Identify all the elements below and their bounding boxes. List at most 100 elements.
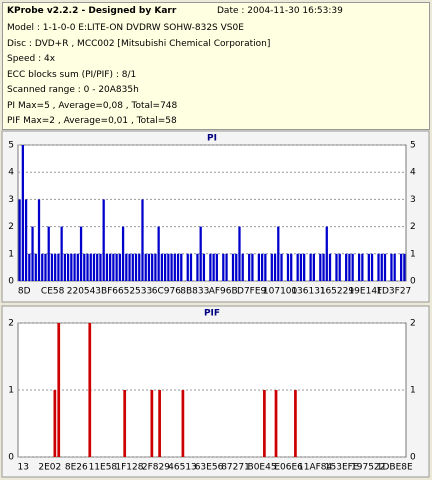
- bar: [322, 253, 325, 281]
- plot-area: [17, 144, 407, 282]
- x-tick-label: AF96B: [209, 287, 238, 297]
- bar: [238, 226, 241, 281]
- bar: [348, 253, 351, 281]
- x-tick-label: 3BF66: [95, 287, 124, 297]
- bar: [181, 390, 185, 457]
- bar: [105, 253, 109, 281]
- info-line: ECC blocks sum (PI/PIF) : 8/1: [7, 69, 137, 80]
- bar: [257, 253, 261, 281]
- bar: [121, 226, 125, 281]
- y2-tick-label: 1: [410, 249, 416, 259]
- y2-tick-label: 3: [410, 195, 416, 205]
- bar: [403, 253, 406, 281]
- x-tick-label: 107100: [263, 287, 298, 297]
- bar: [34, 253, 37, 281]
- y-tick-label: 0: [8, 453, 14, 463]
- x-tick-label: 2E02: [38, 463, 61, 473]
- bar: [290, 253, 293, 281]
- bar: [88, 323, 92, 457]
- x-tick-label: 1DBE8E: [377, 463, 413, 473]
- bar: [231, 253, 235, 281]
- bar: [338, 253, 341, 281]
- bar: [264, 253, 267, 281]
- x-tick-label: 1D3F27: [376, 287, 411, 297]
- bar: [112, 253, 115, 281]
- bar: [319, 253, 322, 281]
- bar: [209, 253, 212, 281]
- x-tick-label: 8E26: [65, 463, 88, 473]
- bar: [150, 390, 154, 457]
- bar: [160, 253, 164, 281]
- bar: [163, 253, 167, 281]
- info-line: Speed : 4x: [7, 54, 56, 64]
- y2-tick-label: 0: [410, 277, 416, 287]
- bar: [270, 253, 273, 281]
- x-tick-label: 52533: [124, 287, 153, 297]
- bar: [309, 253, 312, 281]
- bar: [41, 253, 44, 281]
- x-tick-label: 11E58: [89, 463, 118, 473]
- bar: [76, 253, 79, 281]
- x-tick-label: 19E14F: [348, 287, 382, 297]
- bar: [118, 253, 121, 281]
- bar: [157, 226, 160, 281]
- y-tick-label: 1: [8, 249, 14, 259]
- bar: [131, 253, 134, 281]
- x-tick-label: 87271: [221, 463, 250, 473]
- bar: [109, 253, 112, 281]
- bar: [303, 253, 306, 281]
- x-tick-label: E06E6: [274, 463, 303, 473]
- bar: [241, 253, 244, 281]
- bar: [125, 253, 128, 281]
- app-title: KProbe v2.2.2 - Designed by Karr: [7, 6, 177, 16]
- bar: [44, 253, 47, 281]
- bar: [47, 226, 50, 281]
- bar: [222, 253, 225, 281]
- y2-tick-label: 0: [410, 453, 416, 463]
- y2-tick-label: 1: [410, 386, 416, 396]
- x-tick-label: 11AF84: [298, 463, 333, 473]
- bar: [134, 253, 138, 281]
- x-tick-label: 8D: [18, 287, 31, 297]
- x-tick-label: 1F128: [115, 463, 143, 473]
- bar: [383, 253, 387, 281]
- date: Date : 2004-11-30 16:53:39: [217, 6, 343, 16]
- bar: [260, 253, 264, 281]
- bar: [225, 253, 228, 281]
- x-tick-label: CE58: [41, 287, 65, 297]
- x-tick-label: 6C976: [152, 287, 181, 297]
- bar: [296, 253, 299, 281]
- bar: [248, 253, 251, 281]
- bar: [70, 253, 73, 281]
- info-line: PI Max=5 , Average=0,08 , Total=748: [7, 100, 178, 111]
- bar: [277, 226, 280, 281]
- bar: [154, 253, 157, 281]
- bar: [99, 253, 102, 281]
- bar: [66, 253, 70, 281]
- bar: [31, 226, 34, 281]
- x-tick-label: B0E45: [248, 463, 277, 473]
- bar: [21, 145, 24, 281]
- bar: [345, 253, 348, 281]
- bar: [92, 253, 96, 281]
- bar: [280, 253, 283, 281]
- bar: [24, 199, 28, 281]
- x-tick-label: 46513: [168, 463, 197, 473]
- y2-tick-label: 5: [410, 141, 416, 151]
- bar: [263, 390, 266, 457]
- x-tick-label: 13: [18, 463, 29, 473]
- bar: [96, 253, 99, 281]
- bar: [86, 253, 89, 281]
- bar: [312, 253, 315, 281]
- bar: [370, 253, 374, 281]
- info-line: Scanned range : 0 - 20A835h: [7, 85, 139, 95]
- y-tick-label: 4: [8, 168, 14, 178]
- bar: [57, 323, 61, 457]
- bar: [167, 253, 170, 281]
- y-tick-label: 5: [8, 141, 14, 151]
- bar: [50, 253, 54, 281]
- bar: [351, 253, 354, 281]
- info-line: Model : 1-1-0-0 E:LITE-ON DVDRW SOHW-832…: [7, 23, 244, 33]
